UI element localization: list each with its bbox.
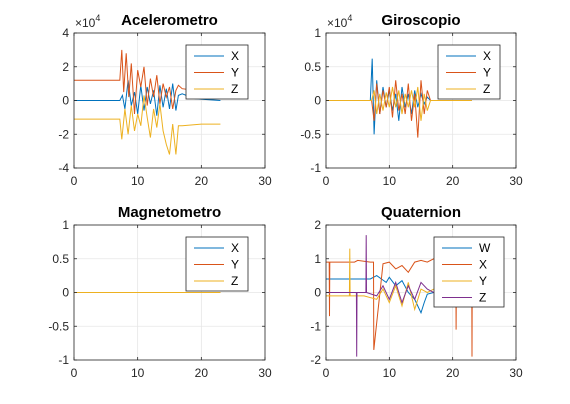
x-tick-label: 10 <box>131 366 145 380</box>
chart-title: Magnetometro <box>118 204 221 221</box>
x-tick-label: 20 <box>195 366 209 380</box>
y-tick-label: 1 <box>314 26 321 40</box>
x-tick-label: 30 <box>509 366 523 380</box>
y-tick-label: 0.5 <box>52 252 69 266</box>
chart-title: Acelerometro <box>121 12 218 29</box>
y-tick-label: -1 <box>58 353 69 367</box>
legend-label-x: X <box>231 241 239 255</box>
legend-label-z: Z <box>231 274 238 288</box>
y-tick-label: -4 <box>58 161 69 175</box>
legend-label-z: Z <box>479 291 486 305</box>
x-tick-label: 10 <box>383 174 397 188</box>
y-exponent-label: ×104 <box>75 13 100 30</box>
series-line-z <box>74 95 221 155</box>
legend-label-w: W <box>479 241 491 255</box>
y-tick-label: 0 <box>314 286 321 300</box>
legend-label-x: X <box>479 258 487 272</box>
y-tick-label: 0 <box>62 94 69 108</box>
x-tick-label: 0 <box>323 366 330 380</box>
x-tick-label: 0 <box>323 174 330 188</box>
legend-label-y: Y <box>483 66 491 80</box>
x-tick-label: 30 <box>258 366 272 380</box>
subplot-acelerometro: 0 10 20 30 -4 -2 0 2 4 ×104 Acelerometro XYZ <box>58 12 272 188</box>
series-line-y <box>326 248 472 312</box>
y-tick-label: 2 <box>314 218 321 232</box>
y-tick-label: -0.5 <box>48 319 69 333</box>
x-tick-label: 20 <box>446 174 460 188</box>
legend: XYZ <box>437 44 501 100</box>
y-tick-label: 0 <box>62 286 69 300</box>
x-tick-label: 0 <box>71 174 78 188</box>
x-tick-label: 30 <box>509 174 523 188</box>
x-tick-label: 10 <box>383 366 397 380</box>
x-tick-label: 10 <box>131 174 145 188</box>
y-tick-label: -1 <box>310 161 321 175</box>
y-tick-label: 4 <box>62 26 69 40</box>
y-tick-label: 2 <box>62 60 69 74</box>
legend-label-x: X <box>483 49 491 63</box>
x-tick-label: 20 <box>195 174 209 188</box>
legend-label-x: X <box>231 49 239 63</box>
legend-label-z: Z <box>231 82 238 96</box>
y-exponent-label: ×104 <box>327 13 352 30</box>
y-tick-label: 0 <box>314 94 321 108</box>
legend-label-y: Y <box>231 66 239 80</box>
x-tick-label: 30 <box>258 174 272 188</box>
x-tick-label: 20 <box>446 366 460 380</box>
y-tick-label: 0.5 <box>304 60 321 74</box>
legend-label-y: Y <box>479 274 487 288</box>
legend-box <box>433 236 505 308</box>
series-line-z <box>326 235 472 357</box>
subplot-magnetometro: 0 10 20 30 -1 -0.5 0 0.5 1 Magnetometro XYZ <box>48 204 272 380</box>
subplot-giroscopio: 0 10 20 30 -1 -0.5 0 0.5 1 ×104 Giroscopio XYZ <box>300 12 523 188</box>
legend-label-z: Z <box>483 82 490 96</box>
y-tick-label: -0.5 <box>300 127 321 141</box>
y-tick-label: -2 <box>58 127 69 141</box>
series-line-y <box>74 49 196 115</box>
series-line-z <box>326 86 472 121</box>
legend-label-y: Y <box>231 258 239 272</box>
y-tick-label: -2 <box>310 353 321 367</box>
series-line-w <box>326 275 472 315</box>
y-tick-label: -1 <box>310 319 321 333</box>
chart-title: Giroscopio <box>381 12 460 29</box>
chart-title: Quaternion <box>381 204 461 221</box>
x-tick-label: 0 <box>71 366 78 380</box>
y-tick-label: 1 <box>314 252 321 266</box>
legend: XYZ <box>185 44 249 100</box>
series-line-x <box>74 80 221 116</box>
y-tick-label: 1 <box>62 218 69 232</box>
legend: XYZ <box>185 236 249 292</box>
